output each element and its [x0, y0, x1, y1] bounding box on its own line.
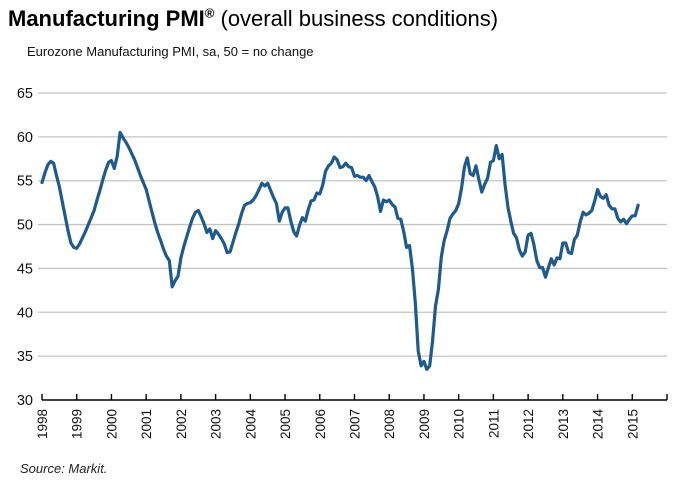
x-tick-label: 2010	[452, 409, 467, 439]
page-title: Manufacturing PMI® (overall business con…	[8, 6, 498, 32]
series-line-eurozone-pmi	[40, 130, 640, 371]
x-tick-label: 2015	[625, 409, 640, 439]
x-tick-label: 2001	[139, 409, 154, 439]
y-tick-label: 35	[17, 349, 33, 365]
x-tick-label: 2007	[348, 409, 363, 439]
title-secondary: (overall business conditions)	[214, 6, 499, 31]
x-axis-labels: 1998 1999 2000 2001 2002 2003 2004 2005 2006 2007…	[35, 409, 640, 440]
y-tick-label: 40	[17, 305, 33, 321]
x-tick-label: 2011	[486, 409, 501, 438]
x-tick-label: 2003	[209, 409, 224, 439]
x-tick-label: 2002	[174, 409, 189, 439]
y-tick-label: 65	[17, 86, 33, 102]
y-tick-label: 55	[17, 174, 33, 190]
y-axis-labels: 30 35 40 45 50 55 60 65	[17, 86, 33, 409]
source-note: Source: Markit.	[20, 461, 108, 476]
x-tick-label: 2006	[313, 409, 328, 439]
x-tick-label: 2005	[278, 409, 293, 439]
x-tick-label: 2013	[556, 409, 571, 439]
x-tick-label: 2008	[382, 409, 397, 439]
x-tick-label: 2004	[243, 409, 258, 440]
y-tick-label: 60	[17, 130, 33, 146]
registered-trademark-symbol: ®	[204, 5, 215, 21]
y-tick-label: 50	[17, 218, 33, 234]
x-tick-label: 2014	[591, 409, 606, 440]
chart-subtitle: Eurozone Manufacturing PMI, sa, 50 = no …	[27, 44, 314, 59]
x-tick-label: 1999	[70, 409, 85, 439]
gridlines	[38, 92, 667, 357]
y-tick-label: 45	[17, 261, 33, 277]
x-tick-label: 2009	[417, 409, 432, 439]
title-main: Manufacturing PMI	[8, 6, 205, 31]
x-tick-label: 2000	[104, 409, 119, 439]
x-tick-label: 1998	[35, 409, 50, 439]
x-tick-label: 2012	[521, 409, 536, 439]
y-tick-label: 30	[17, 393, 33, 409]
x-axis	[41, 394, 668, 401]
